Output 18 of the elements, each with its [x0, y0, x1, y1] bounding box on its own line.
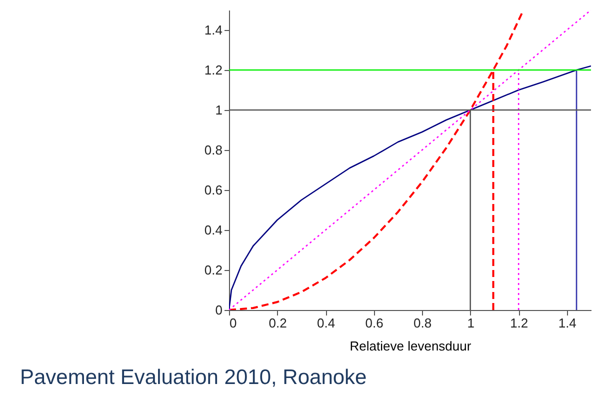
x-tick-label: 0.6	[365, 316, 384, 330]
x-tick-label: 1.4	[558, 316, 576, 330]
x-tick-label: 0.2	[268, 316, 287, 330]
y-tick-label: 0.2	[204, 262, 222, 278]
y-tick-label: 1.2	[204, 62, 222, 78]
y-tick-label: 1.4	[204, 22, 222, 38]
y-tick-label: 0.6	[204, 182, 222, 198]
x-tick-label: 0	[230, 316, 237, 330]
x-tick-label: 1	[467, 316, 474, 330]
x-tick-label: 0.8	[414, 316, 432, 330]
x-tick-label: 1.2	[510, 316, 528, 330]
y-tick-label: 0.8	[204, 142, 222, 158]
x-axis-title: Relatieve levensduur	[350, 338, 472, 354]
x-tick-label: 0.4	[316, 316, 336, 330]
y-tick-label: 0.4	[204, 222, 222, 238]
y-tick-label: 1	[215, 102, 222, 118]
text: Pavement Evaluation 2010, Roanoke	[20, 366, 367, 390]
y-tick-label: 0	[215, 302, 222, 318]
